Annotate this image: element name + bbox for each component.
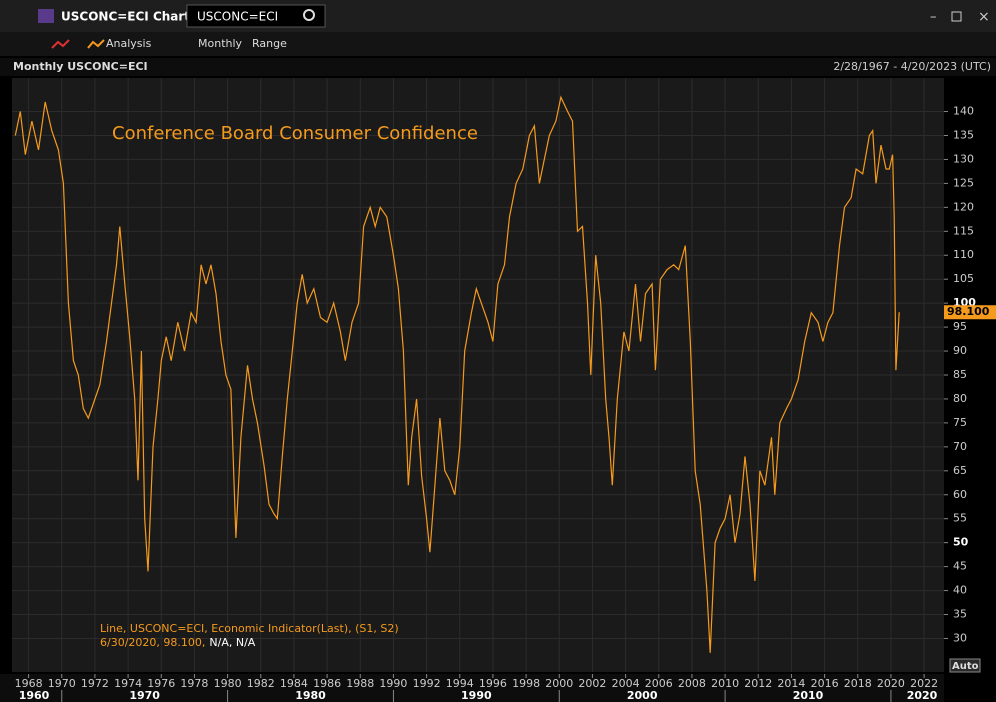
x-tick-label: 1968: [15, 677, 43, 690]
analysis-button[interactable]: Analysis: [106, 37, 152, 50]
y-tick-label: 105: [953, 272, 974, 285]
y-tick-label: 50: [953, 536, 969, 549]
y-tick-label: 115: [953, 224, 974, 237]
y-tick-label: 90: [953, 344, 967, 357]
decade-label: 2000: [627, 689, 658, 702]
y-tick-label: 60: [953, 488, 967, 501]
x-tick-label: 1988: [346, 677, 374, 690]
legend-date-value: 6/30/2020, 98.100,: [100, 636, 205, 649]
y-tick-label: 55: [953, 512, 967, 525]
y-tick-label: 125: [953, 176, 974, 189]
decade-label: 1990: [461, 689, 492, 702]
title-bar: [0, 0, 996, 32]
chart-title: Conference Board Consumer Confidence: [112, 123, 478, 144]
y-tick-label: 80: [953, 392, 967, 405]
search-icon[interactable]: [303, 9, 315, 21]
y-tick-label: 35: [953, 608, 967, 621]
x-tick-label: 1974: [114, 677, 142, 690]
legend-rest: N/A, N/A: [209, 636, 255, 649]
decade-label: 1960: [19, 689, 50, 702]
search-box[interactable]: [186, 4, 326, 28]
decade-label: 2010: [793, 689, 824, 702]
x-tick-label: 2020: [877, 677, 905, 690]
auto-label[interactable]: Auto: [952, 661, 979, 672]
y-tick-label: 65: [953, 464, 967, 477]
maximize[interactable]: [951, 11, 962, 22]
x-tick-label: 1992: [413, 677, 441, 690]
last-value-label: 98.100: [947, 305, 990, 318]
x-tick-label: 2004: [612, 677, 640, 690]
analysis-icon[interactable]: [87, 39, 105, 49]
x-tick-label: 1986: [313, 677, 341, 690]
x-tick-label: 2008: [678, 677, 706, 690]
auto-button[interactable]: [949, 658, 981, 673]
x-tick-label: 2002: [578, 677, 606, 690]
search-text[interactable]: USCONC=ECI: [197, 10, 278, 24]
x-tick-label: 1980: [214, 677, 242, 690]
x-tick-label: 2018: [844, 677, 872, 690]
y-tick-label: 130: [953, 152, 974, 165]
x-tick-label: 1982: [247, 677, 275, 690]
chart-header-title: Monthly USCONC=ECI: [13, 60, 148, 73]
interval-button[interactable]: Monthly: [198, 37, 243, 50]
app-icon: [38, 9, 54, 23]
y-tick-label: 95: [953, 320, 967, 333]
x-tick-label: 2022: [910, 677, 938, 690]
close[interactable]: ×: [978, 9, 990, 25]
x-tick-label: 2016: [811, 677, 839, 690]
y-tick-label: 120: [953, 200, 974, 213]
x-tick-label: 1998: [512, 677, 540, 690]
y-tick-label: 40: [953, 584, 967, 597]
x-tick-label: 1996: [479, 677, 507, 690]
x-tick-label: 1970: [48, 677, 76, 690]
legend-line2: 6/30/2020, 98.100, N/A, N/A: [100, 636, 256, 649]
decade-label: 1970: [129, 689, 160, 702]
decade-label: 1980: [295, 689, 326, 702]
last-value-box: [944, 305, 996, 320]
x-tick-label: 1976: [147, 677, 175, 690]
y-tick-label: 45: [953, 560, 967, 573]
x-tick-label: 2014: [777, 677, 805, 690]
x-axis-band: [0, 674, 944, 702]
x-tick-label: 2012: [744, 677, 772, 690]
x-tick-label: 2006: [645, 677, 673, 690]
date-range: 2/28/1967 - 4/20/2023 (UTC): [833, 60, 991, 73]
y-tick-label: 75: [953, 416, 967, 429]
y-tick-label: 30: [953, 631, 967, 644]
chart-header: [0, 58, 996, 76]
range-button[interactable]: Range: [252, 37, 287, 50]
x-tick-label: 1978: [180, 677, 208, 690]
y-tick-label: 85: [953, 368, 967, 381]
data-line: [14, 95, 900, 653]
line-tool[interactable]: [51, 39, 70, 49]
x-tick-label: 2000: [545, 677, 573, 690]
x-tick-label: 2010: [711, 677, 739, 690]
legend-line1: Line, USCONC=ECI, Economic Indicator(Las…: [100, 622, 399, 635]
x-tick-label: 1994: [446, 677, 474, 690]
y-tick-label: 135: [953, 128, 974, 141]
y-tick-label: 140: [953, 105, 974, 118]
x-tick-label: 1984: [280, 677, 308, 690]
x-tick-label: 1972: [81, 677, 109, 690]
minimize[interactable]: –: [930, 10, 937, 25]
x-tick-label: 1990: [379, 677, 407, 690]
y-tick-label: 110: [953, 248, 974, 261]
toolbar: [0, 32, 996, 56]
decade-label: 2020: [907, 689, 938, 702]
y-tick-label: 70: [953, 440, 967, 453]
window-title: USCONC=ECI Chart: [61, 10, 190, 24]
